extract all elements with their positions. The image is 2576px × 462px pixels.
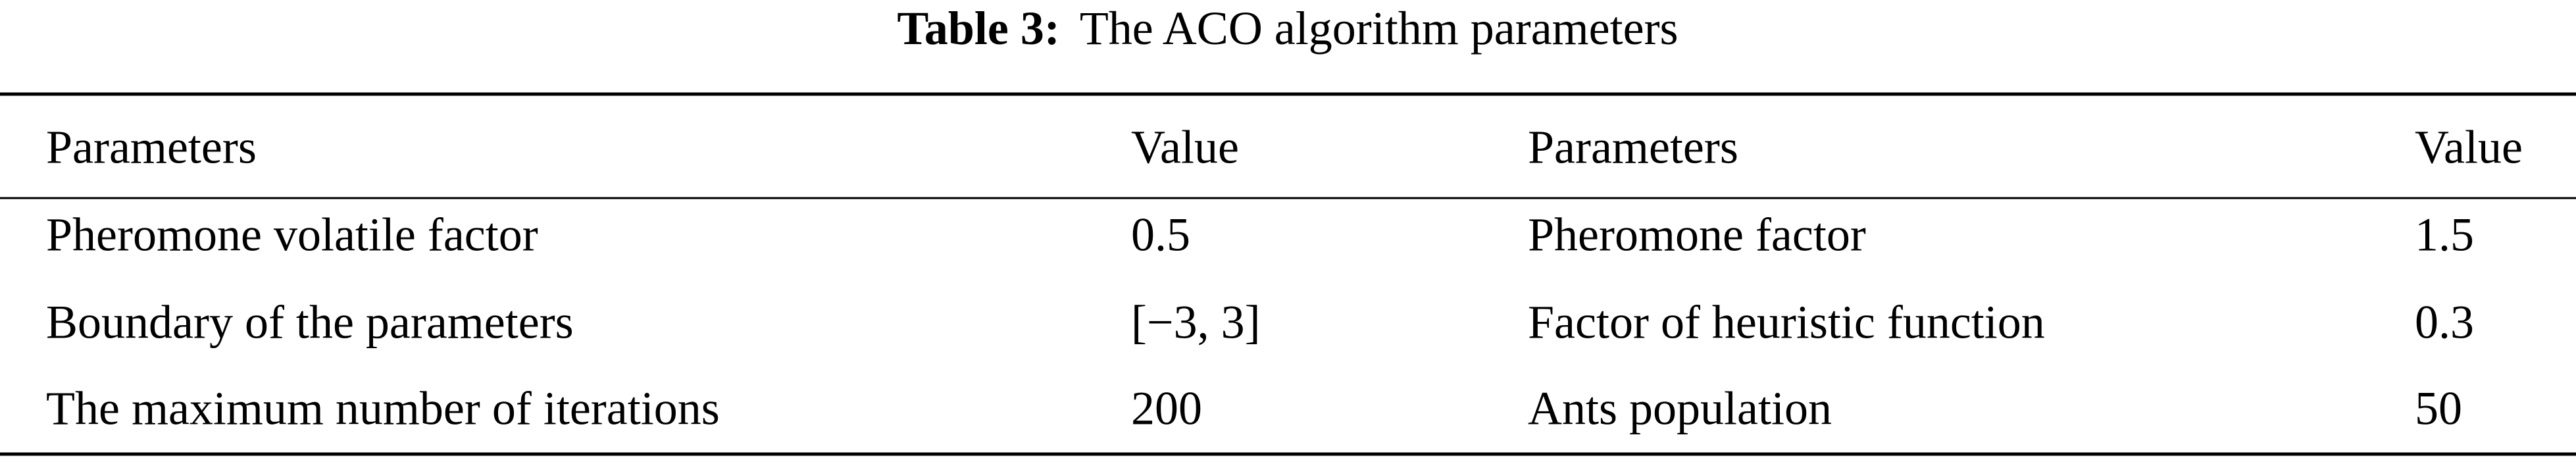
- table-cell: Boundary of the parameters: [46, 296, 574, 349]
- table-label: Table 3:: [897, 2, 1059, 55]
- table-cell: Pheromone factor: [1528, 209, 1866, 261]
- header-cell: Parameters: [46, 121, 257, 174]
- table-cell: 50: [2415, 382, 2462, 435]
- table-cell: Factor of heuristic function: [1528, 296, 2045, 349]
- table-cell: [−3, 3]: [1131, 296, 1261, 349]
- table-cell: Ants population: [1528, 382, 1832, 435]
- header-cell: Parameters: [1528, 121, 1738, 174]
- table-cell: 0.3: [2415, 296, 2474, 349]
- table-cell: Pheromone volatile factor: [46, 209, 538, 261]
- table-cell: 0.5: [1131, 209, 1190, 261]
- table-cell: 1.5: [2415, 209, 2474, 261]
- table-title: Table 3: The ACO algorithm parameters: [897, 2, 1678, 55]
- table-cell: 200: [1131, 382, 1202, 435]
- table-caption: The ACO algorithm parameters: [1080, 2, 1679, 55]
- header-cell: Value: [1131, 121, 1239, 174]
- header-cell: Value: [2415, 121, 2523, 174]
- table-cell: The maximum number of iterations: [46, 382, 720, 435]
